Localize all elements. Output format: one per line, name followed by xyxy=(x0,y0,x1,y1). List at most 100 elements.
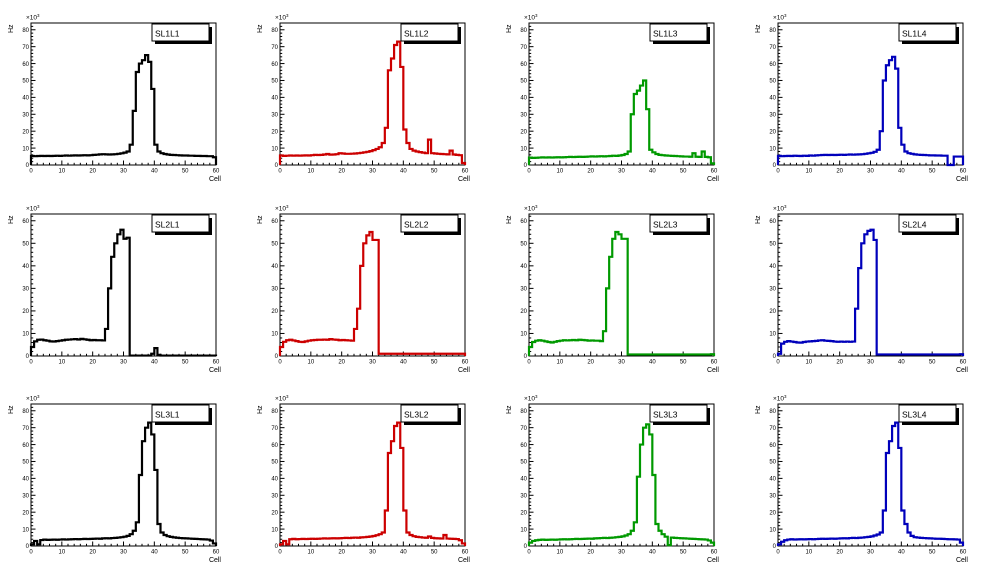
y-axis-title: Hz xyxy=(8,405,15,414)
x-tick-label: 20 xyxy=(338,359,345,365)
y-tick-label: 50 xyxy=(520,79,527,85)
panel-label: SL2L4 xyxy=(902,219,927,229)
y-tick-label: 50 xyxy=(22,79,29,85)
x-tick-label: 10 xyxy=(307,550,314,556)
y-axis-ticks: 0 10 20 30 40 50 60 70 80 xyxy=(520,403,534,551)
x-tick-label: 60 xyxy=(711,168,718,174)
panel-label-frame xyxy=(898,214,957,233)
x-tick-label: 50 xyxy=(929,168,936,174)
y-tick-label: 70 xyxy=(769,426,776,432)
plot-frame xyxy=(777,403,964,547)
y-tick-label: 70 xyxy=(22,45,29,51)
x-tick-label: 40 xyxy=(898,550,905,556)
x-tick-label: 10 xyxy=(805,550,812,556)
histogram-panel-SL3L1: 0 10 20 30 40 50 60 0 10 20 30 40 50 60 70 80 Hz ×103 Cell… xyxy=(0,381,249,571)
histogram-svg-SL1L4: 0 10 20 30 40 50 60 0 10 20 30 40 50 60 70 80 Hz ×103 Cell… xyxy=(755,13,968,183)
x-tick-label: 40 xyxy=(151,168,158,174)
panel-label-frame xyxy=(649,214,708,233)
histogram-panel-SL1L4: 0 10 20 30 40 50 60 0 10 20 30 40 50 60 70 80 Hz ×103 Cell… xyxy=(747,0,996,190)
panel-label-box: SL2L2 xyxy=(400,214,461,235)
y-axis-title: Hz xyxy=(506,215,513,224)
y-axis-ticks: 0 10 20 30 40 50 60 xyxy=(271,215,285,360)
x-tick-label: 60 xyxy=(213,168,220,174)
plot-frame xyxy=(279,22,466,166)
y-axis-title: Hz xyxy=(755,24,762,33)
panel-label-box: SL1L4 xyxy=(898,23,959,44)
panel-label-frame xyxy=(898,23,957,42)
panel-label-frame xyxy=(151,214,210,233)
panel-label-frame xyxy=(151,404,210,423)
x-tick-label: 30 xyxy=(120,168,127,174)
y-axis-ticks: 0 10 20 30 40 50 60 70 80 xyxy=(520,22,534,169)
panel-label: SL3L4 xyxy=(902,410,927,420)
x-tick-label: 10 xyxy=(556,359,563,365)
y-tick-label: 30 xyxy=(271,286,278,292)
x-axis-ticks: 0 10 20 30 40 50 60 xyxy=(527,160,718,174)
x-tick-label: 50 xyxy=(431,359,438,365)
x-axis-title: Cell xyxy=(209,557,221,564)
panel-label-frame xyxy=(400,23,459,42)
y-axis-title: Hz xyxy=(506,405,513,414)
panel-label-box: SL2L4 xyxy=(898,214,959,235)
y-scale-factor: ×103 xyxy=(773,394,787,402)
y-axis-title: Hz xyxy=(8,24,15,33)
histogram-svg-SL3L2: 0 10 20 30 40 50 60 0 10 20 30 40 50 60 70 80 Hz ×103 Cell… xyxy=(257,394,470,564)
y-tick-label: 30 xyxy=(22,286,29,292)
y-tick-label: 40 xyxy=(769,264,776,270)
y-tick-label: 10 xyxy=(520,528,527,534)
x-tick-label: 0 xyxy=(29,550,33,556)
x-axis-title: Cell xyxy=(707,176,719,183)
x-tick-label: 30 xyxy=(369,550,376,556)
y-tick-label: 80 xyxy=(22,409,29,415)
y-tick-label: 70 xyxy=(520,45,527,51)
y-tick-label: 0 xyxy=(524,163,528,169)
y-tick-label: 20 xyxy=(271,129,278,135)
y-tick-label: 30 xyxy=(769,494,776,500)
y-tick-label: 30 xyxy=(769,286,776,292)
x-tick-label: 60 xyxy=(711,359,718,365)
y-tick-label: 80 xyxy=(271,409,278,415)
x-tick-label: 50 xyxy=(431,550,438,556)
x-tick-label: 40 xyxy=(649,168,656,174)
y-tick-label: 20 xyxy=(271,309,278,315)
x-tick-label: 60 xyxy=(711,550,718,556)
y-tick-label: 40 xyxy=(520,96,527,102)
x-tick-label: 30 xyxy=(867,550,874,556)
panel-label-box: SL1L1 xyxy=(151,23,212,44)
y-scale-factor: ×103 xyxy=(26,394,40,402)
y-tick-label: 40 xyxy=(22,96,29,102)
y-tick-label: 80 xyxy=(22,28,29,34)
x-axis-ticks: 0 10 20 30 40 50 60 xyxy=(278,541,469,556)
y-tick-label: 40 xyxy=(520,477,527,483)
histogram-line-SL3L2 xyxy=(278,421,467,547)
panel-label-frame xyxy=(898,404,957,423)
y-tick-label: 30 xyxy=(271,494,278,500)
x-axis-title: Cell xyxy=(209,176,221,183)
x-tick-label: 50 xyxy=(680,168,687,174)
histogram-line-SL2L3 xyxy=(527,230,716,356)
y-axis-title: Hz xyxy=(257,24,264,33)
y-tick-label: 20 xyxy=(769,309,776,315)
y-scale-factor: ×103 xyxy=(524,394,538,402)
x-tick-label: 0 xyxy=(527,550,531,556)
plot-frame xyxy=(30,213,217,357)
x-tick-label: 30 xyxy=(369,359,376,365)
panel-label: SL2L2 xyxy=(404,219,429,229)
x-tick-label: 10 xyxy=(556,550,563,556)
y-tick-label: 60 xyxy=(22,62,29,68)
y-scale-factor: ×103 xyxy=(26,13,40,21)
histogram-line-SL2L1 xyxy=(29,228,218,357)
histogram-line-SL1L2 xyxy=(278,40,467,165)
x-tick-label: 10 xyxy=(307,168,314,174)
y-tick-label: 40 xyxy=(520,264,527,270)
y-axis-ticks: 0 10 20 30 40 50 60 xyxy=(22,215,36,360)
x-tick-label: 60 xyxy=(462,168,469,174)
y-scale-factor: ×103 xyxy=(773,13,787,21)
y-axis-title: Hz xyxy=(755,405,762,414)
y-tick-label: 20 xyxy=(520,309,527,315)
panel-label-box: SL2L3 xyxy=(649,214,710,235)
histogram-line-SL1L1 xyxy=(29,54,218,165)
x-axis-ticks: 0 10 20 30 40 50 60 xyxy=(29,160,220,174)
panel-label-box: SL1L3 xyxy=(649,23,710,44)
